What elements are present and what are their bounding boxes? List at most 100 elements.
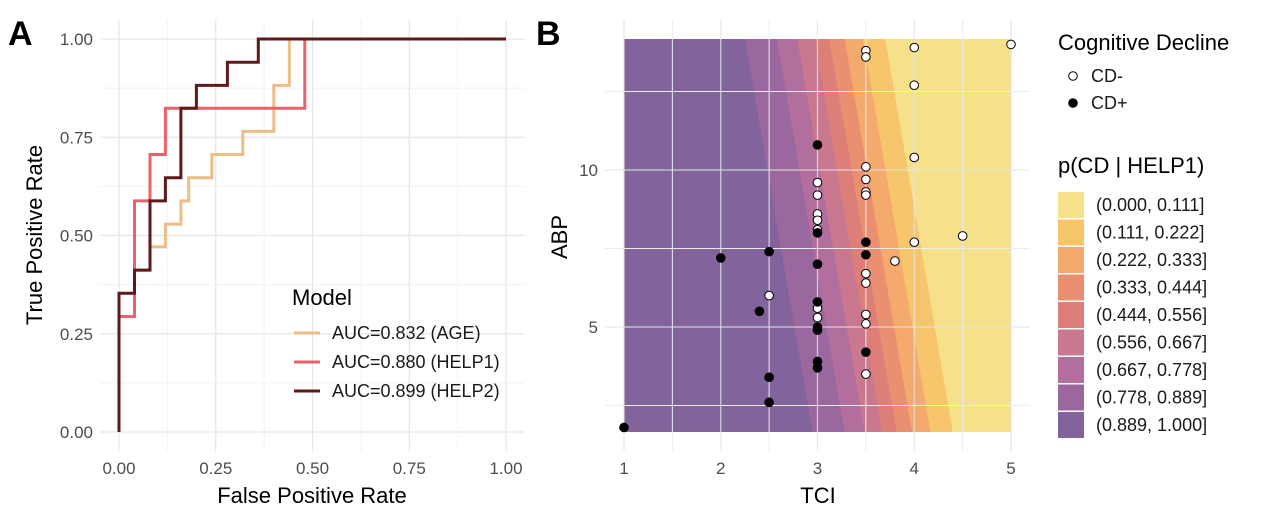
cd-positive-point	[754, 306, 765, 317]
panel-b-y-tick-label: 10	[579, 161, 598, 180]
cd-negative-point	[861, 52, 871, 62]
cd-negative-point	[890, 256, 900, 266]
panel-b-legend-prob-swatch	[1058, 274, 1084, 301]
panel-b-points	[619, 39, 1016, 433]
panel-b-legend-prob-label: (0.667, 0.778]	[1096, 360, 1207, 380]
cd-positive-point	[812, 297, 823, 307]
panel-a-x-tick-label: 1.00	[489, 459, 522, 478]
cd-negative-point	[861, 162, 871, 172]
panel-a-legend-title: Model	[292, 285, 352, 310]
panel-b-legend-cd-title: Cognitive Decline	[1058, 30, 1229, 55]
panel-b-legend-cd-items: CD- CD+	[1068, 66, 1128, 113]
panel-a-x-tick-label: 0.75	[393, 459, 426, 478]
panel-b-probability-contours	[624, 39, 1011, 432]
panel-b-legend-prob-title: p(CD | HELP1)	[1058, 153, 1204, 178]
cd-negative-point	[861, 190, 871, 200]
panel-b-legend-prob-swatch	[1058, 384, 1084, 411]
panel-a-ticks: 0.00 0.25 0.50 0.75 1.00 0.00 0.25 0.50 0.75 1.00	[60, 30, 523, 478]
panel-b-legend-prob-label: (0.333, 0.444]	[1096, 278, 1207, 298]
panel-b-legend-prob: p(CD | HELP1) (0.000, 0.111] (0.111, 0.22…	[1058, 153, 1207, 438]
cd-positive-point	[764, 372, 774, 383]
panel-a-y-tick-label: 0.50	[60, 227, 93, 246]
panel-b-x-tick-label: 3	[813, 459, 822, 478]
panel-a-legend: Model AUC=0.832 (AGE)AUC=0.880 (HELP1)AU…	[292, 285, 500, 401]
cd-negative-point	[909, 152, 920, 163]
cd-positive-point	[812, 363, 823, 373]
panel-b-legend-prob-swatch	[1058, 412, 1084, 438]
panel-b-legend-prob-items: (0.000, 0.111] (0.111, 0.222] (0.222, 0.33…	[1058, 192, 1207, 438]
panel-b-legend-prob-swatch	[1058, 219, 1084, 246]
panel-b-legend-prob-label: (0.556, 0.667]	[1096, 333, 1207, 353]
panel-b-legend-prob-label: (0.111, 0.222]	[1096, 223, 1204, 243]
panel-b-legend-prob-label: (0.778, 0.889]	[1096, 388, 1207, 408]
cd-negative-point	[909, 80, 920, 91]
cd-negative-point	[861, 319, 871, 329]
cd-negative-point	[909, 42, 920, 53]
cd-positive-point	[619, 422, 629, 433]
panel-a-x-tick-label: 0.50	[296, 459, 329, 478]
cd-negative-point	[861, 174, 871, 185]
panel-b-legend-prob-swatch	[1058, 357, 1084, 383]
panel-b-x-tick-label: 2	[716, 459, 725, 478]
cd-negative-point	[861, 369, 871, 379]
cd-negative-point	[861, 268, 871, 279]
panel-b-y-tick-label: 5	[589, 318, 598, 337]
panel-b-legend-prob-label: (0.000, 0.111]	[1096, 195, 1204, 215]
panel-a-y-tick-label: 1.00	[60, 30, 93, 49]
panel-b-legend-cd: Cognitive Decline CD- CD+	[1058, 30, 1229, 113]
panel-b-legend-prob-swatch	[1058, 329, 1084, 356]
contour-band-0	[885, 39, 1011, 432]
cd-positive-point	[861, 237, 871, 248]
panel-a-legend-label: AUC=0.880 (HELP1)	[332, 352, 500, 372]
cd-negative-point	[812, 190, 823, 200]
cd-negative-point	[812, 312, 823, 323]
panel-a-x-axis-title: False Positive Rate	[217, 483, 407, 506]
cd-negative-point	[909, 237, 920, 248]
panel-a-y-axis-title: True Positive Rate	[22, 145, 47, 325]
panel-a-legend-items: AUC=0.832 (AGE) AUC=0.880 (HELP1) AUC=0.89…	[294, 323, 500, 401]
panel-a-y-tick-label: 0.75	[60, 128, 93, 147]
panel-b-legend-prob-swatch	[1058, 302, 1084, 328]
panel-b-x-tick-label: 4	[910, 459, 919, 478]
panel-b-y-axis-title: ABP	[547, 215, 572, 259]
cd-negative-point	[764, 290, 774, 301]
cd-positive-point	[812, 228, 823, 238]
cd-negative-point	[861, 278, 871, 288]
panel-b-legend-prob-label: (0.889, 1.000]	[1096, 415, 1207, 435]
panel-b-x-tick-label: 5	[1006, 459, 1015, 478]
panel-b-legend-cd-label: CD-	[1091, 66, 1123, 86]
cd-positive-point	[812, 140, 823, 150]
panel-a-x-tick-label: 0.00	[102, 459, 135, 478]
panel-b-x-axis-title: TCI	[800, 483, 835, 506]
panel-b-legend-prob-swatch	[1058, 247, 1084, 273]
panel-b-legend-cd-key	[1068, 98, 1078, 108]
panel-a-y-tick-label: 0.00	[60, 423, 93, 442]
roc-curve-3	[117, 37, 506, 432]
panel-a-legend-label: AUC=0.899 (HELP2)	[332, 381, 500, 401]
cd-negative-point	[861, 309, 871, 320]
roc-curve-2	[117, 37, 506, 432]
cd-positive-point	[861, 347, 871, 357]
panel-b-ticks: 1 2 3 4 5 5 10	[579, 161, 1016, 478]
panel-b-legend-cd-key	[1068, 71, 1078, 81]
panel-b-legend-prob-label: (0.444, 0.556]	[1096, 305, 1207, 325]
cd-positive-point	[861, 249, 871, 260]
cd-negative-point	[812, 215, 823, 226]
cd-negative-point	[1006, 39, 1016, 50]
panel-b-legend-prob-label: (0.222, 0.333]	[1096, 250, 1207, 270]
panel-b-legend-cd-label: CD+	[1091, 93, 1128, 113]
panel-a-grid	[100, 20, 525, 451]
cd-positive-point	[812, 259, 823, 270]
panel-a-label: A	[8, 15, 33, 53]
contour-bands	[744, 39, 1011, 432]
panel-a-legend-label: AUC=0.832 (AGE)	[332, 323, 481, 343]
cd-positive-point	[764, 246, 774, 257]
cd-positive-point	[764, 397, 774, 408]
panel-a-roc-curves	[117, 37, 506, 432]
cd-positive-point	[812, 325, 823, 335]
panel-a-y-tick-label: 0.25	[60, 325, 93, 344]
panel-a: A 0.00 0.25 0.50 0.75 1.00 0.00 0.25 0.50 0.75 1.…	[8, 15, 525, 506]
cd-negative-point	[812, 177, 823, 188]
panel-b-legend-prob-swatch	[1058, 192, 1084, 218]
